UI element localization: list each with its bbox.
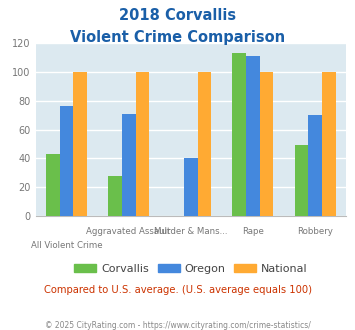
Bar <box>260 72 273 216</box>
Bar <box>122 114 136 216</box>
Text: Compared to U.S. average. (U.S. average equals 100): Compared to U.S. average. (U.S. average … <box>44 285 311 295</box>
Text: Murder & Mans...: Murder & Mans... <box>154 227 228 236</box>
Bar <box>198 72 211 216</box>
Text: Aggravated Assault: Aggravated Assault <box>87 227 171 236</box>
Bar <box>136 72 149 216</box>
Bar <box>295 146 308 216</box>
Bar <box>73 72 87 216</box>
Text: 2018 Corvallis: 2018 Corvallis <box>119 8 236 23</box>
Text: Violent Crime Comparison: Violent Crime Comparison <box>70 30 285 45</box>
Text: © 2025 CityRating.com - https://www.cityrating.com/crime-statistics/: © 2025 CityRating.com - https://www.city… <box>45 321 310 330</box>
Bar <box>60 106 73 216</box>
Bar <box>233 53 246 216</box>
Text: All Violent Crime: All Violent Crime <box>31 241 102 250</box>
Text: Rape: Rape <box>242 227 264 236</box>
Text: Robbery: Robbery <box>297 227 333 236</box>
Legend: Corvallis, Oregon, National: Corvallis, Oregon, National <box>70 260 312 279</box>
Bar <box>108 176 122 216</box>
Bar <box>308 115 322 216</box>
Bar <box>322 72 335 216</box>
Bar <box>46 154 60 216</box>
Bar <box>246 56 260 216</box>
Bar <box>184 158 198 216</box>
